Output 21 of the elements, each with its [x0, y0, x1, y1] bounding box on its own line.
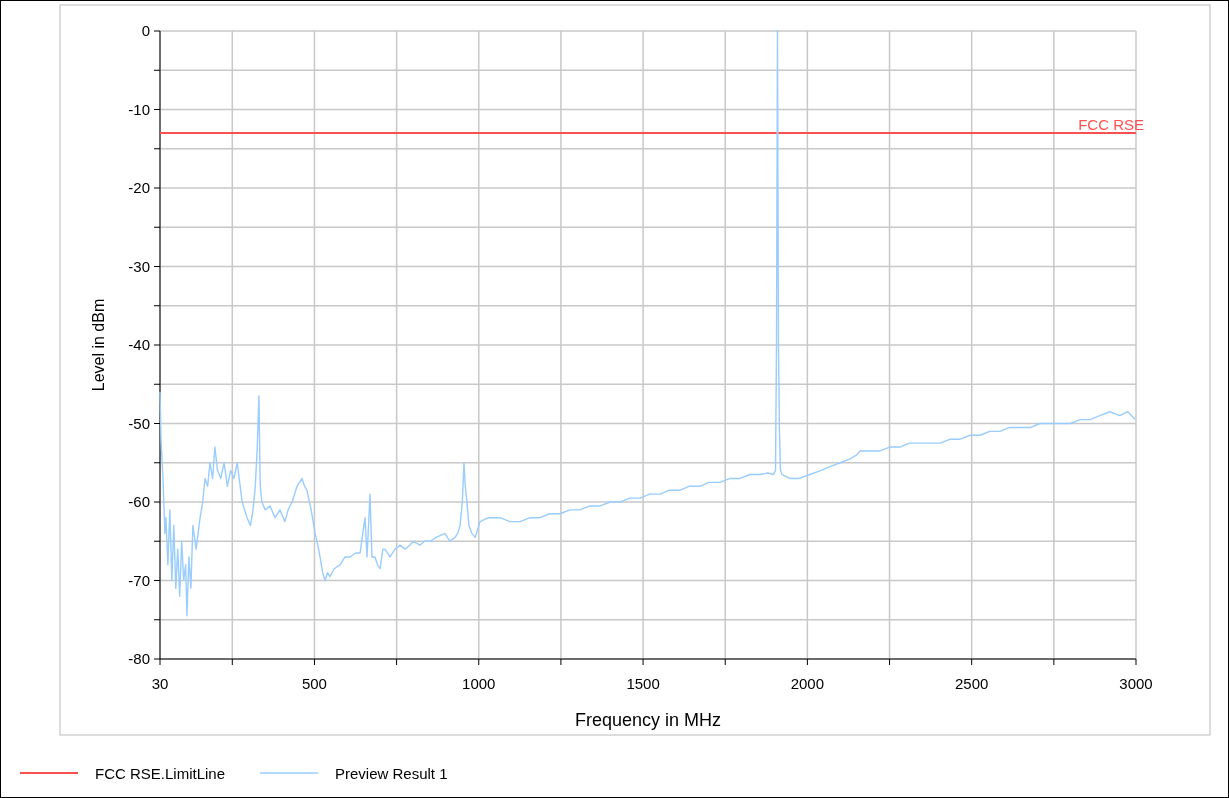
x-tick-label: 500 [301, 675, 327, 692]
y-tick-label: -30 [128, 257, 150, 275]
y-tick-label: -80 [128, 650, 150, 667]
x-tick-label: 1000 [462, 675, 496, 692]
x-tick-label: 30 [151, 675, 169, 692]
x-tick-label: 2500 [955, 675, 989, 692]
y-tick-label: -70 [128, 571, 150, 589]
y-tick-label: -40 [128, 336, 150, 353]
y-tick-label: 0 [141, 22, 150, 39]
x-tick-label: 1500 [626, 675, 660, 692]
y-tick-label: -10 [128, 100, 150, 118]
x-axis-title: Frequency in MHz [574, 710, 722, 730]
legend-label: Preview Result 1 [335, 765, 448, 782]
annotation: FCC RSE [1078, 116, 1144, 134]
x-tick-label: 3000 [1119, 675, 1153, 692]
legend-label: FCC RSE.LimitLine [95, 765, 226, 782]
x-tick-label: 2000 [790, 675, 825, 692]
y-tick-label: -60 [128, 493, 150, 510]
y-tick-label: -20 [128, 179, 150, 196]
y-tick-label: -50 [128, 414, 150, 432]
y-axis-title: Level in dBm [90, 298, 107, 392]
